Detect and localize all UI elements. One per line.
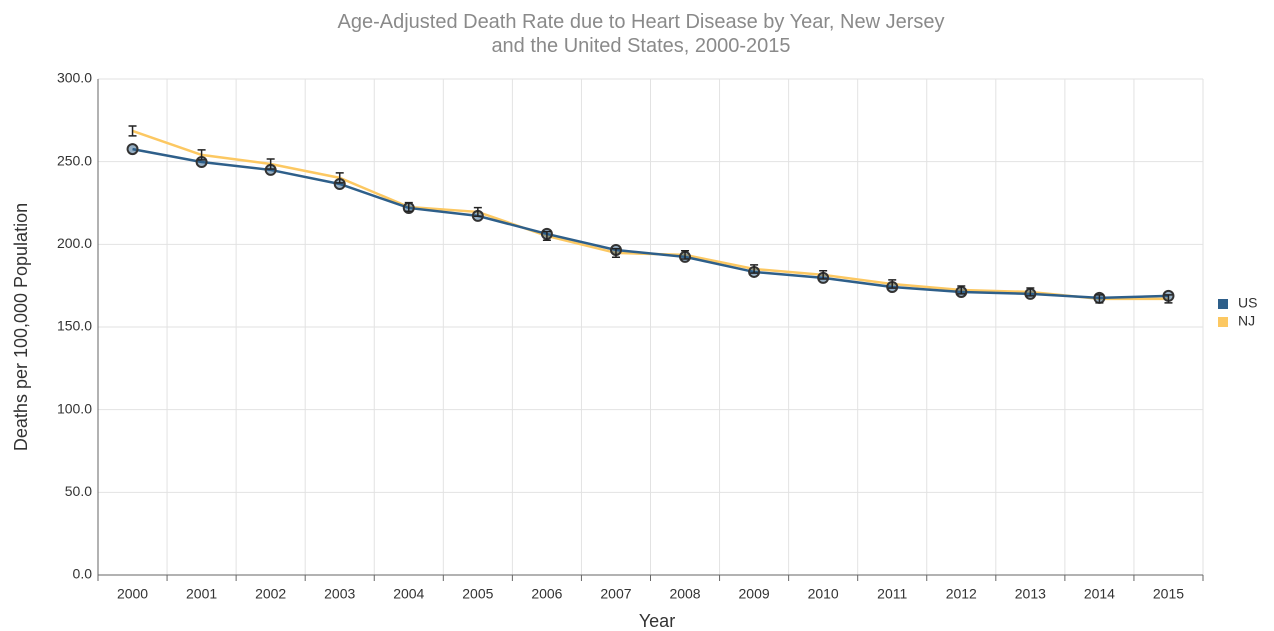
y-tick-label: 150.0 <box>57 318 92 334</box>
x-tick-label: 2003 <box>324 586 355 602</box>
point <box>126 143 139 156</box>
x-tick-label: 2014 <box>1084 586 1115 602</box>
error-bar <box>957 285 966 295</box>
legend-label: NJ <box>1238 313 1255 329</box>
y-tick-label: 200.0 <box>57 235 92 251</box>
x-tick-label: 2010 <box>808 586 839 602</box>
x-tick-label: 2013 <box>1015 586 1046 602</box>
x-tick-label: 2006 <box>531 586 562 602</box>
error-bar <box>750 264 759 274</box>
error-bar <box>1164 294 1173 304</box>
error-bar <box>888 279 897 289</box>
x-tick-label: 2011 <box>877 586 907 602</box>
error-bar <box>404 201 413 213</box>
x-axis-title: Year <box>639 611 675 631</box>
x-tick-label: 2004 <box>393 586 424 602</box>
error-bar <box>542 230 551 241</box>
y-tick-label: 250.0 <box>57 152 92 168</box>
error-bar <box>128 125 137 137</box>
y-tick-label: 100.0 <box>57 400 92 416</box>
error-bar <box>197 149 206 161</box>
x-tick-label: 2009 <box>739 586 770 602</box>
error-bar <box>266 158 275 170</box>
error-bar <box>681 250 690 260</box>
x-tick-label: 2002 <box>255 586 286 602</box>
legend-swatch <box>1218 317 1228 327</box>
legend-swatch <box>1218 299 1228 309</box>
error-bar <box>473 206 482 217</box>
x-tick-label: 2008 <box>669 586 700 602</box>
error-bar <box>1026 287 1035 297</box>
error-bar <box>335 172 344 184</box>
y-tick-label: 50.0 <box>65 483 92 499</box>
chart-title: Age-Adjusted Death Rate due to Heart Dis… <box>337 11 945 57</box>
x-tick-label: 2000 <box>117 586 148 602</box>
x-tick-label: 2015 <box>1153 586 1184 602</box>
x-tick-label: 2005 <box>462 586 493 602</box>
error-bar <box>611 247 620 258</box>
x-tick-label: 2012 <box>946 586 977 602</box>
error-bar <box>1095 294 1104 304</box>
legend-label: US <box>1238 295 1257 311</box>
error-bar <box>819 270 828 280</box>
y-tick-label: 0.0 <box>73 566 93 582</box>
x-tick-label: 2007 <box>600 586 631 602</box>
y-axis-title: Deaths per 100,000 Population <box>11 203 31 451</box>
series-line <box>132 147 1169 300</box>
x-tick-label: 2001 <box>186 586 217 602</box>
y-tick-label: 300.0 <box>57 70 92 86</box>
